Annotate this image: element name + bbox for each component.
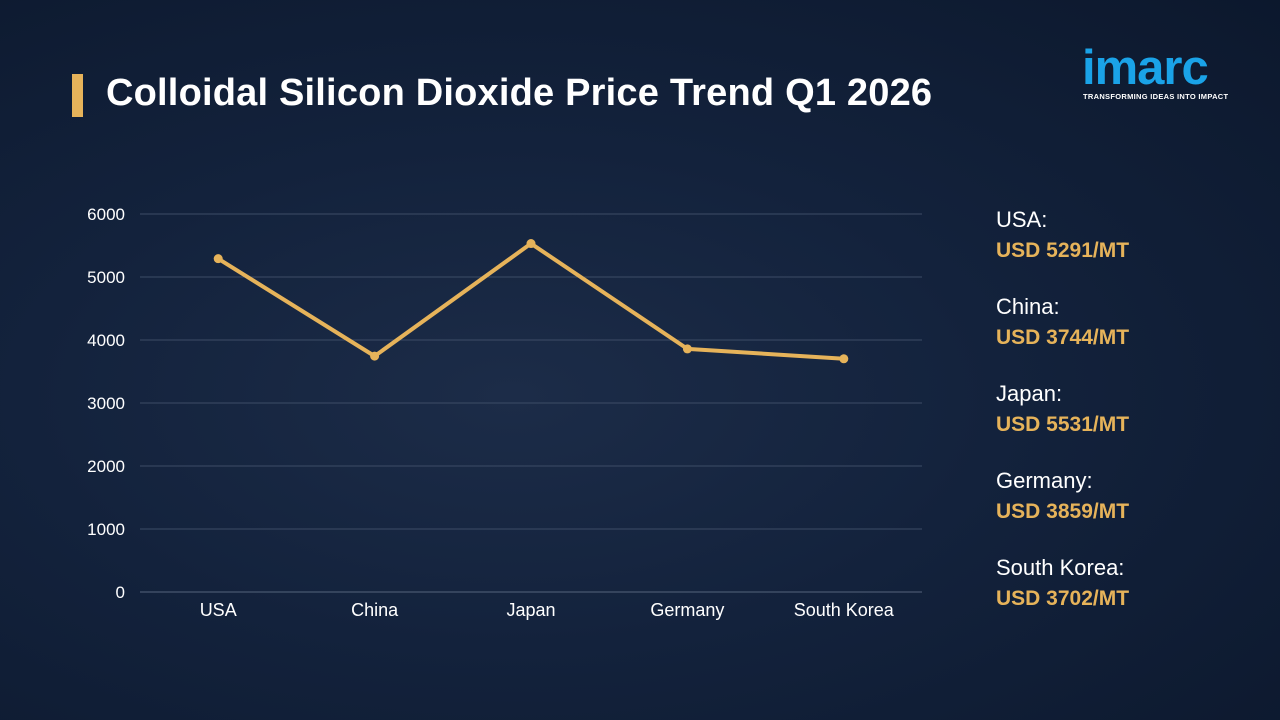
series-points	[213, 239, 849, 364]
y-axis-ticks: 0 1000 2000 3000 4000 5000 6000	[87, 205, 125, 602]
legend-price: USD 5291/MT	[996, 239, 1130, 262]
legend-item-china: China: USD 3744/MT	[996, 291, 1266, 378]
legend-price: USD 3744/MT	[996, 326, 1130, 349]
x-tick-label: USA	[200, 600, 237, 620]
gridlines	[140, 213, 922, 593]
legend-country: Germany:	[996, 468, 1093, 493]
x-tick-label: South Korea	[794, 600, 895, 620]
y-tick-label: 6000	[87, 205, 125, 224]
x-tick-label: Germany	[650, 600, 724, 620]
y-tick-label: 0	[116, 583, 125, 602]
data-point	[213, 254, 223, 264]
y-tick-label: 4000	[87, 331, 125, 350]
y-tick-label: 2000	[87, 457, 125, 476]
logo-tagline: TRANSFORMING IDEAS INTO IMPACT	[1083, 92, 1229, 101]
x-axis-ticks: USA China Japan Germany South Korea	[200, 600, 895, 620]
legend-item-germany: Germany: USD 3859/MT	[996, 465, 1266, 552]
data-point	[682, 344, 692, 354]
legend-country: China:	[996, 294, 1060, 319]
legend-price: USD 5531/MT	[996, 413, 1130, 436]
x-tick-label: China	[351, 600, 399, 620]
y-tick-label: 1000	[87, 520, 125, 539]
legend-item-japan: Japan: USD 5531/MT	[996, 378, 1266, 465]
logo-wordmark: imarc	[1082, 41, 1209, 95]
series-line	[216, 241, 846, 361]
legend-item-south-korea: South Korea: USD 3702/MT	[996, 552, 1266, 639]
data-point	[370, 351, 380, 361]
series-line-path	[216, 241, 846, 361]
imarc-logo: imarc TRANSFORMING IDEAS INTO IMPACT	[1082, 33, 1252, 103]
title-accent-bar	[72, 74, 83, 117]
x-tick-label: Japan	[506, 600, 555, 620]
legend-country: South Korea:	[996, 555, 1125, 580]
legend-country: USA:	[996, 207, 1048, 232]
legend-country: Japan:	[996, 381, 1063, 406]
y-tick-label: 5000	[87, 268, 125, 287]
data-point	[839, 354, 849, 364]
legend-price: USD 3702/MT	[996, 587, 1130, 610]
data-point	[526, 239, 536, 249]
legend-item-usa: USA: USD 5291/MT	[996, 204, 1266, 291]
price-legend: USA: USD 5291/MT China: USD 3744/MT Japa…	[996, 204, 1266, 639]
legend-price: USD 3859/MT	[996, 500, 1130, 523]
y-tick-label: 3000	[87, 394, 125, 413]
page-title: Colloidal Silicon Dioxide Price Trend Q1…	[106, 72, 933, 114]
